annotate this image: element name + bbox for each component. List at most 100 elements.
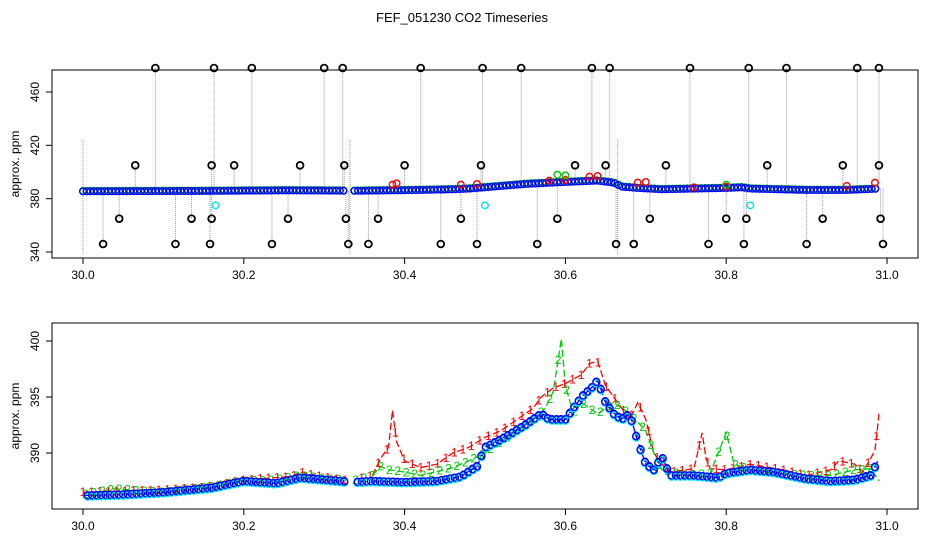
data-point-blue	[309, 474, 318, 483]
data-point-blue	[742, 466, 751, 475]
series-marker-3: 3	[544, 411, 551, 425]
series-marker-1: 1	[814, 466, 821, 480]
spike-point	[782, 63, 791, 73]
series-marker-1: 1	[856, 462, 863, 476]
data-point-red	[456, 180, 465, 189]
series-marker-2: 2	[378, 460, 385, 474]
y-tick-label: 395	[28, 387, 42, 407]
x-tick-label: 30.6	[554, 268, 578, 282]
series-marker-3: 3	[845, 473, 852, 487]
data-point-blue	[251, 477, 261, 487]
x-tick-label: 31.0	[875, 519, 899, 533]
series-marker-3: 3	[584, 384, 591, 398]
spike-point	[762, 161, 772, 170]
data-point-blue	[220, 480, 230, 490]
data-point-blue	[141, 489, 150, 498]
series-marker-3: 3	[615, 410, 622, 424]
series-marker-2: 2	[361, 471, 368, 485]
series-marker-3: 3	[496, 434, 503, 448]
series-marker-1: 1	[747, 457, 754, 471]
series-marker-1: 1	[755, 459, 762, 473]
series-marker-2: 2	[850, 463, 857, 477]
spike-point	[209, 63, 219, 73]
data-point-red	[870, 178, 879, 187]
series-marker-1: 1	[848, 456, 855, 470]
data-point-blue	[689, 471, 698, 480]
spike-point	[739, 239, 749, 249]
data-point-blue	[371, 476, 380, 486]
series-marker-3: 3	[469, 462, 476, 476]
series-marker-2: 2	[867, 462, 874, 476]
spike-point	[207, 161, 216, 170]
data-point-blue	[676, 471, 685, 480]
spike-point	[876, 214, 885, 223]
data-point-blue	[247, 477, 256, 486]
series-marker-2: 2	[732, 458, 739, 472]
data-point-blue	[543, 414, 552, 423]
series-marker-3: 3	[642, 455, 649, 469]
data-point-blue	[189, 485, 199, 494]
spike-point	[207, 214, 216, 223]
series-marker-2: 2	[428, 466, 435, 480]
y-tick-label: 380	[28, 188, 42, 208]
data-point-blue	[260, 478, 269, 487]
series-marker-3: 3	[465, 465, 472, 479]
data-point-blue	[110, 490, 119, 499]
series-marker-3: 3	[611, 407, 618, 421]
series-marker-3: 3	[593, 375, 600, 389]
data-point-blue	[808, 475, 818, 484]
series-marker-3: 3	[482, 440, 489, 454]
series-marker-1: 1	[696, 438, 703, 452]
series-circles	[83, 377, 880, 501]
series-marker-2: 2	[116, 482, 123, 496]
data-point-blue	[596, 384, 605, 394]
x-tick-label: 30.8	[715, 519, 739, 533]
y-tick-label: 460	[28, 82, 42, 102]
series-marker-1: 1	[341, 473, 348, 487]
series-marker-1: 1	[620, 403, 627, 417]
data-point-blue	[295, 473, 305, 482]
data-point-blue	[724, 468, 734, 477]
spike-point	[570, 161, 580, 170]
spike-point	[516, 63, 526, 73]
data-point-blue	[605, 404, 614, 413]
series-marker-3: 3	[854, 472, 861, 486]
series-marker-3: 3	[509, 426, 516, 440]
series-marker-1: 1	[443, 451, 450, 465]
data-point-blue	[486, 440, 495, 450]
series-marker-3: 3	[867, 469, 874, 483]
y-tick-label: 390	[28, 443, 42, 463]
series-marker-1: 1	[434, 457, 441, 471]
series-marker-2: 2	[217, 478, 224, 492]
data-point-blue	[839, 476, 849, 485]
data-point-blue	[207, 483, 216, 492]
series-marker-3: 3	[513, 423, 520, 437]
data-point-blue	[777, 469, 787, 478]
data-point-blue	[746, 465, 756, 475]
data-point-blue	[578, 391, 588, 400]
spike-point	[852, 63, 862, 73]
spike-point	[267, 239, 277, 249]
data-point-blue	[867, 184, 876, 193]
spike-point	[344, 239, 353, 249]
data-point-blue	[583, 387, 592, 396]
spike-point	[400, 161, 409, 170]
data-point-blue	[870, 462, 880, 472]
data-point-blue	[826, 476, 835, 486]
series-marker-3: 3	[849, 473, 856, 487]
spike-point	[685, 63, 695, 73]
data-point-blue	[362, 477, 371, 486]
series-marker-3: 3	[536, 408, 543, 422]
spike-point	[338, 63, 347, 73]
data-point-blue	[472, 462, 482, 471]
data-point-blue	[490, 438, 499, 447]
series-marker-3: 3	[553, 412, 560, 426]
series-marker-1: 1	[527, 403, 534, 417]
data-point-blue	[552, 415, 561, 424]
series-marker-3: 3	[505, 428, 512, 442]
data-point-blue	[105, 490, 115, 500]
data-point-blue	[304, 474, 314, 483]
data-point-blue	[592, 377, 601, 387]
series-marker-3: 3	[628, 414, 635, 428]
spike-point	[532, 239, 542, 249]
